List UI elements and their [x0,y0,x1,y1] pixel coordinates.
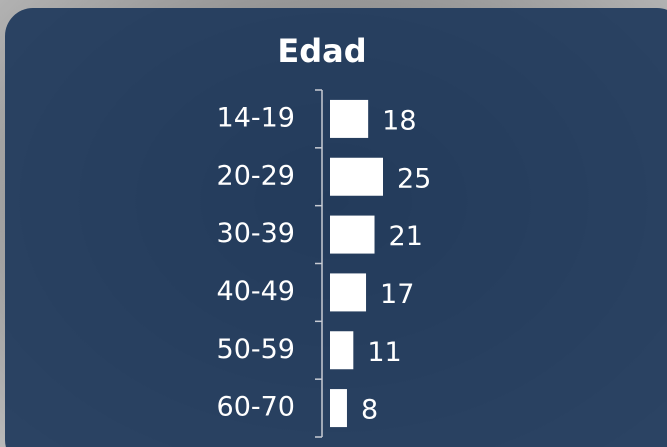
bar [330,216,375,254]
page: {"chart_data": {"type": "bar", "orientat… [0,0,667,447]
value-label: 25 [397,163,431,194]
bar [330,331,353,369]
bar [330,158,383,196]
category-label: 40-49 [217,276,295,307]
value-label: 8 [361,395,378,426]
category-label: 50-59 [217,334,295,365]
chart: Edad 14-19 18 20-29 25 30-39 21 40-49 17 50-59 11… [0,0,667,447]
value-label: 21 [389,221,423,252]
value-label: 17 [380,279,414,310]
category-label: 14-19 [217,102,295,133]
value-label: 11 [367,337,401,368]
value-label: 18 [382,105,416,136]
bar [330,389,347,427]
chart-title: Edad [277,32,366,70]
category-label: 60-70 [217,392,295,423]
category-label: 20-29 [217,160,295,191]
bar [330,100,368,138]
category-label: 30-39 [217,218,295,249]
bar [330,273,366,311]
